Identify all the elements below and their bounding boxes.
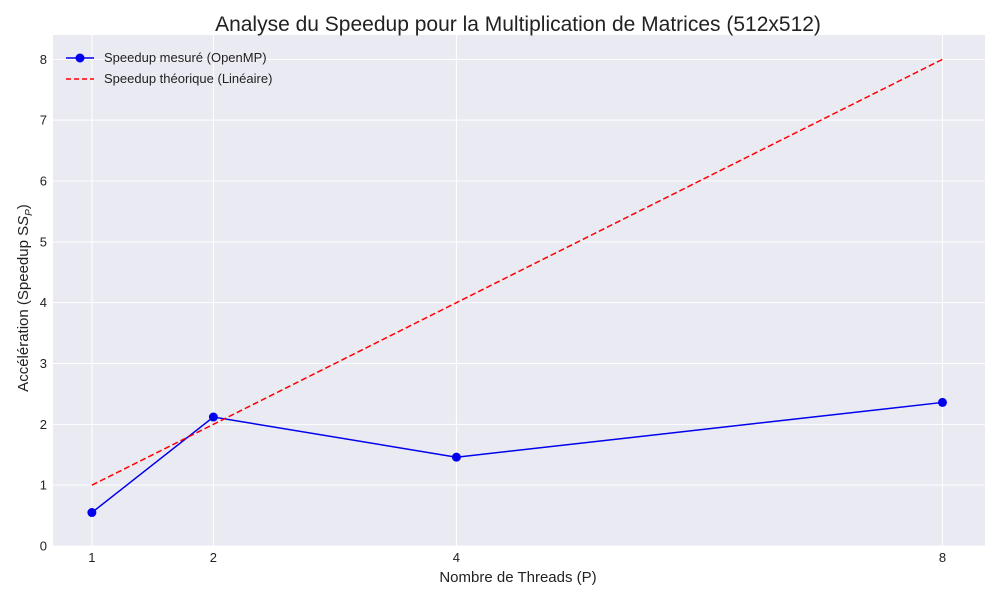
- legend-label-measured: Speedup mesuré (OpenMP): [104, 50, 267, 65]
- x-tick-label: 1: [88, 550, 95, 565]
- plot-area: [53, 35, 985, 546]
- data-point: [208, 412, 218, 422]
- series-layer: [87, 58, 947, 518]
- y-tick-label: 2: [40, 417, 47, 432]
- y-tick-label: 0: [40, 539, 47, 554]
- data-point: [451, 452, 461, 462]
- y-tick-label: 1: [40, 478, 47, 493]
- grid: [53, 35, 985, 547]
- x-tick-label: 4: [453, 550, 460, 565]
- legend-item-measured: Speedup mesuré (OpenMP): [66, 50, 267, 65]
- x-axis-ticks: 1 2 4 8: [88, 550, 946, 565]
- y-tick-label: 5: [40, 234, 47, 249]
- y-axis-label-symbol: S: [15, 216, 32, 226]
- x-axis-label: Nombre de Threads (P): [439, 569, 596, 586]
- y-tick-label: 3: [40, 356, 47, 371]
- data-point: [87, 508, 97, 518]
- y-tick-label: 7: [40, 113, 47, 128]
- series-line-0: [91, 401, 943, 514]
- chart-title: Analyse du Speedup pour la Multiplicatio…: [215, 13, 821, 36]
- legend-marker-measured: [75, 53, 85, 63]
- legend-label-theoretical: Speedup théorique (Linéaire): [104, 71, 272, 86]
- y-axis-label: Accélération (Speedup SSP): [15, 204, 35, 392]
- legend: Speedup mesuré (OpenMP) Speedup théoriqu…: [66, 50, 272, 86]
- series-line-1: [91, 58, 943, 486]
- y-axis-label-subscript: P: [24, 209, 35, 216]
- y-axis-ticks: 0 1 2 3 4 5 6 7 8: [40, 52, 47, 554]
- y-tick-label: 6: [40, 174, 47, 189]
- x-tick-label: 8: [939, 550, 946, 565]
- y-tick-label: 4: [40, 295, 47, 310]
- legend-item-theoretical: Speedup théorique (Linéaire): [66, 71, 272, 86]
- y-tick-label: 8: [40, 52, 47, 67]
- y-axis-label-suffix: ): [15, 204, 32, 209]
- data-point: [937, 397, 947, 407]
- x-tick-label: 2: [210, 550, 217, 565]
- y-axis-label-text: Accélération (Speedup S: [15, 226, 32, 392]
